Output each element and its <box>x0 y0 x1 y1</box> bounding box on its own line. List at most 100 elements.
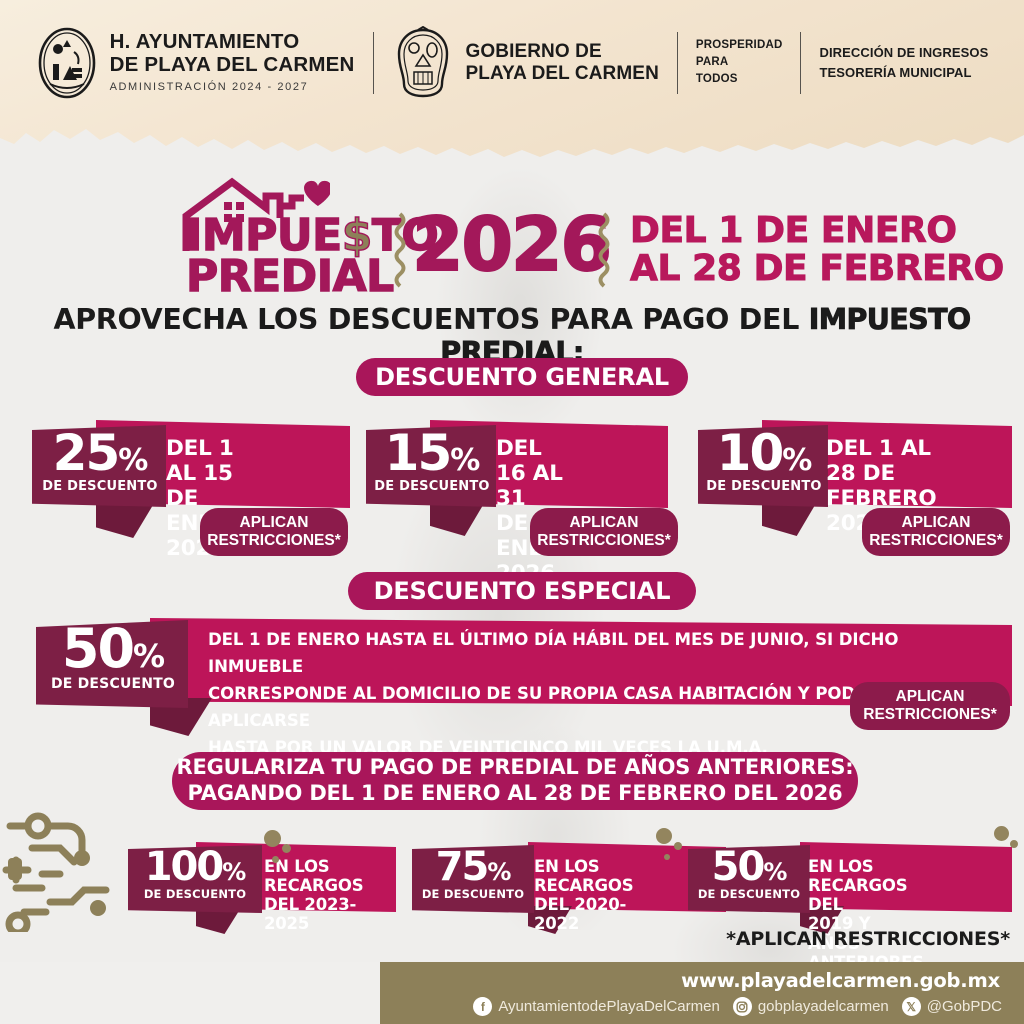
restrictions-badge: APLICAN RESTRICCIONES* <box>530 508 678 556</box>
percent-subtitle: DE DESCUENTO <box>374 479 490 494</box>
squiggle-left-icon <box>394 212 406 288</box>
percent-subtitle: DE DESCUENTO <box>706 479 822 494</box>
header-content: H. AYUNTAMIENTO DE PLAYA DEL CARMEN ADMI… <box>0 0 1024 125</box>
percent-value-group: 100% DE DESCUENTO <box>130 847 260 901</box>
percent-symbol: % <box>118 443 148 478</box>
website-url[interactable]: www.playadelcarmen.gob.mx <box>681 969 1000 992</box>
restrictions-line1: APLICAN <box>901 514 971 532</box>
ayuntamiento-line1: H. AYUNTAMIENTO <box>109 30 300 54</box>
restrictions-badge: APLICAN RESTRICCIONES* <box>850 682 1010 730</box>
restrictions-line1: APLICAN <box>895 688 965 706</box>
direccion-line1: DIRECCIÓN DE INGRESOS <box>819 45 989 60</box>
dot <box>664 854 670 860</box>
ribbon-date-line1: EN LOS RECARGOS DEL <box>808 857 908 915</box>
footer-left-blank <box>0 962 380 1024</box>
percent-symbol: % <box>782 443 812 478</box>
instagram-icon <box>732 997 752 1016</box>
circuit-board-icon <box>2 812 110 932</box>
prosperidad-line1: PROSPERIDAD <box>695 39 783 52</box>
dot <box>994 826 1009 841</box>
page-header: H. AYUNTAMIENTO DE PLAYA DEL CARMEN ADMI… <box>0 0 1024 162</box>
regulariza-line2: PAGANDO DEL 1 DE ENERO AL 28 DE FEBRERO … <box>187 781 843 805</box>
ayuntamiento-block: H. AYUNTAMIENTO DE PLAYA DEL CARMEN ADMI… <box>36 26 355 100</box>
dot <box>656 828 672 844</box>
instagram-link[interactable]: gobplayadelcarmen <box>732 997 889 1016</box>
dot <box>1010 840 1018 848</box>
restrictions-line2: RESTRICCIONES* <box>207 532 341 549</box>
percent-badge <box>688 845 810 913</box>
title-zone: IMPUE$TO PREDIAL 2026 DEL 1 DE ENERO AL … <box>0 168 1024 302</box>
ribbon-date-text: EN LOS RECARGOS DEL 2023-2025 <box>264 857 364 934</box>
special-discount-text: DEL 1 DE ENERO HASTA EL ÚLTIMO DÍA HÁBIL… <box>208 627 968 761</box>
ribbon-date-text: EN LOS RECARGOS DEL 2020-2022 <box>534 857 634 934</box>
restrictions-badge: APLICAN RESTRICCIONES* <box>200 508 348 556</box>
gobierno-line2: PLAYA DEL CARMEN <box>465 62 659 84</box>
restrictions-line1: APLICAN <box>569 514 639 532</box>
percent-number: 25 <box>52 424 121 482</box>
title-predial: PREDIAL <box>185 250 395 302</box>
decorative-dots-1 <box>256 830 296 870</box>
torn-paper-edge <box>0 129 1024 162</box>
title-date-range: DEL 1 DE ENERO AL 28 DE FEBRERO <box>630 211 1005 290</box>
percent-symbol: % <box>222 858 246 886</box>
ayuntamiento-crest-icon <box>38 27 95 98</box>
percent-number: 50 <box>61 617 135 680</box>
prosperidad-slogan: PROSPERIDAD PARA TODOS <box>696 37 783 87</box>
percent-number: 15 <box>384 424 453 482</box>
gobierno-text: GOBIERNO DE PLAYA DEL CARMEN <box>466 41 659 84</box>
dot <box>272 856 279 863</box>
percent-value-group: 10% DE DESCUENTO <box>702 424 826 494</box>
twitter-handle: @GobPDC <box>926 998 1002 1015</box>
header-divider-1 <box>372 31 374 94</box>
special-line3: HASTA POR UN VALOR DE VEINTICINCO MIL VE… <box>208 737 768 757</box>
ribbon-banner <box>800 842 1012 912</box>
percent-badge <box>412 845 534 913</box>
special-line2: CORRESPONDE AL DOMICILIO DE SU PROPIA CA… <box>208 683 881 730</box>
gobierno-line1: GOBIERNO DE <box>465 40 602 62</box>
restrictions-line2: RESTRICCIONES* <box>869 532 1003 549</box>
percent-number: 50 <box>711 844 766 890</box>
percent-symbol: % <box>133 637 165 675</box>
section-pill-regulariza: REGULARIZA TU PAGO DE PREDIAL DE AÑOS AN… <box>172 752 858 810</box>
twitter-link[interactable]: 𝕏 @GobPDC <box>901 997 1002 1016</box>
section-pill-especial: DESCUENTO ESPECIAL <box>348 572 696 610</box>
ribbon-date-line2: DEL 2023-2025 <box>264 895 357 934</box>
title-impuesto-pre: IMPUE <box>185 210 343 261</box>
social-links: f AyuntamientodePlayaDelCarmen gobplayad… <box>473 997 1002 1016</box>
facebook-link[interactable]: f AyuntamientodePlayaDelCarmen <box>473 997 720 1016</box>
percent-symbol: % <box>763 858 787 886</box>
section-pill-general: DESCUENTO GENERAL <box>356 358 688 396</box>
ribbon-date-line1: DEL 16 AL 31 <box>496 436 563 511</box>
percent-value-group: 25% DE DESCUENTO <box>36 424 164 494</box>
percent-subtitle: DE DESCUENTO <box>50 676 176 692</box>
percent-badge <box>32 425 166 507</box>
instagram-handle: gobplayadelcarmen <box>757 998 889 1015</box>
dot <box>674 842 682 850</box>
page-footer: www.playadelcarmen.gob.mx f Ayuntamiento… <box>0 962 1024 1024</box>
restrictions-line2: RESTRICCIONES* <box>537 532 671 549</box>
ribbon-date-line2: DEL 2020-2022 <box>534 895 627 934</box>
house-roof-icon <box>182 177 330 251</box>
percent-subtitle: DE DESCUENTO <box>421 887 525 901</box>
percent-value-group: 75% DE DESCUENTO <box>414 844 532 901</box>
decorative-dots-2 <box>648 828 688 868</box>
percent-symbol: % <box>450 443 480 478</box>
percent-number: 75 <box>435 844 490 890</box>
percent-number: 10 <box>716 424 785 482</box>
percent-badge <box>366 425 496 507</box>
restrictions-line2: RESTRICCIONES* <box>863 706 997 723</box>
percent-badge <box>698 425 828 507</box>
percent-value-group: 15% DE DESCUENTO <box>370 424 494 494</box>
direccion-line2: TESORERÍA MUNICIPAL <box>819 64 972 80</box>
header-divider-2 <box>676 31 678 94</box>
restrictions-line1: APLICAN <box>239 514 309 532</box>
percent-subtitle: DE DESCUENTO <box>42 479 158 494</box>
title-date-line2: AL 28 DE FEBRERO <box>630 248 1005 290</box>
gobierno-block: GOBIERNO DE PLAYA DEL CARMEN <box>392 25 659 100</box>
percent-value-group: 50% DE DESCUENTO <box>690 844 808 901</box>
facebook-icon: f <box>473 997 493 1016</box>
decorative-dots-3 <box>988 826 1024 866</box>
ribbon-date-line1: EN LOS RECARGOS <box>534 857 634 896</box>
restrictions-badge: APLICAN RESTRICCIONES* <box>862 508 1010 556</box>
